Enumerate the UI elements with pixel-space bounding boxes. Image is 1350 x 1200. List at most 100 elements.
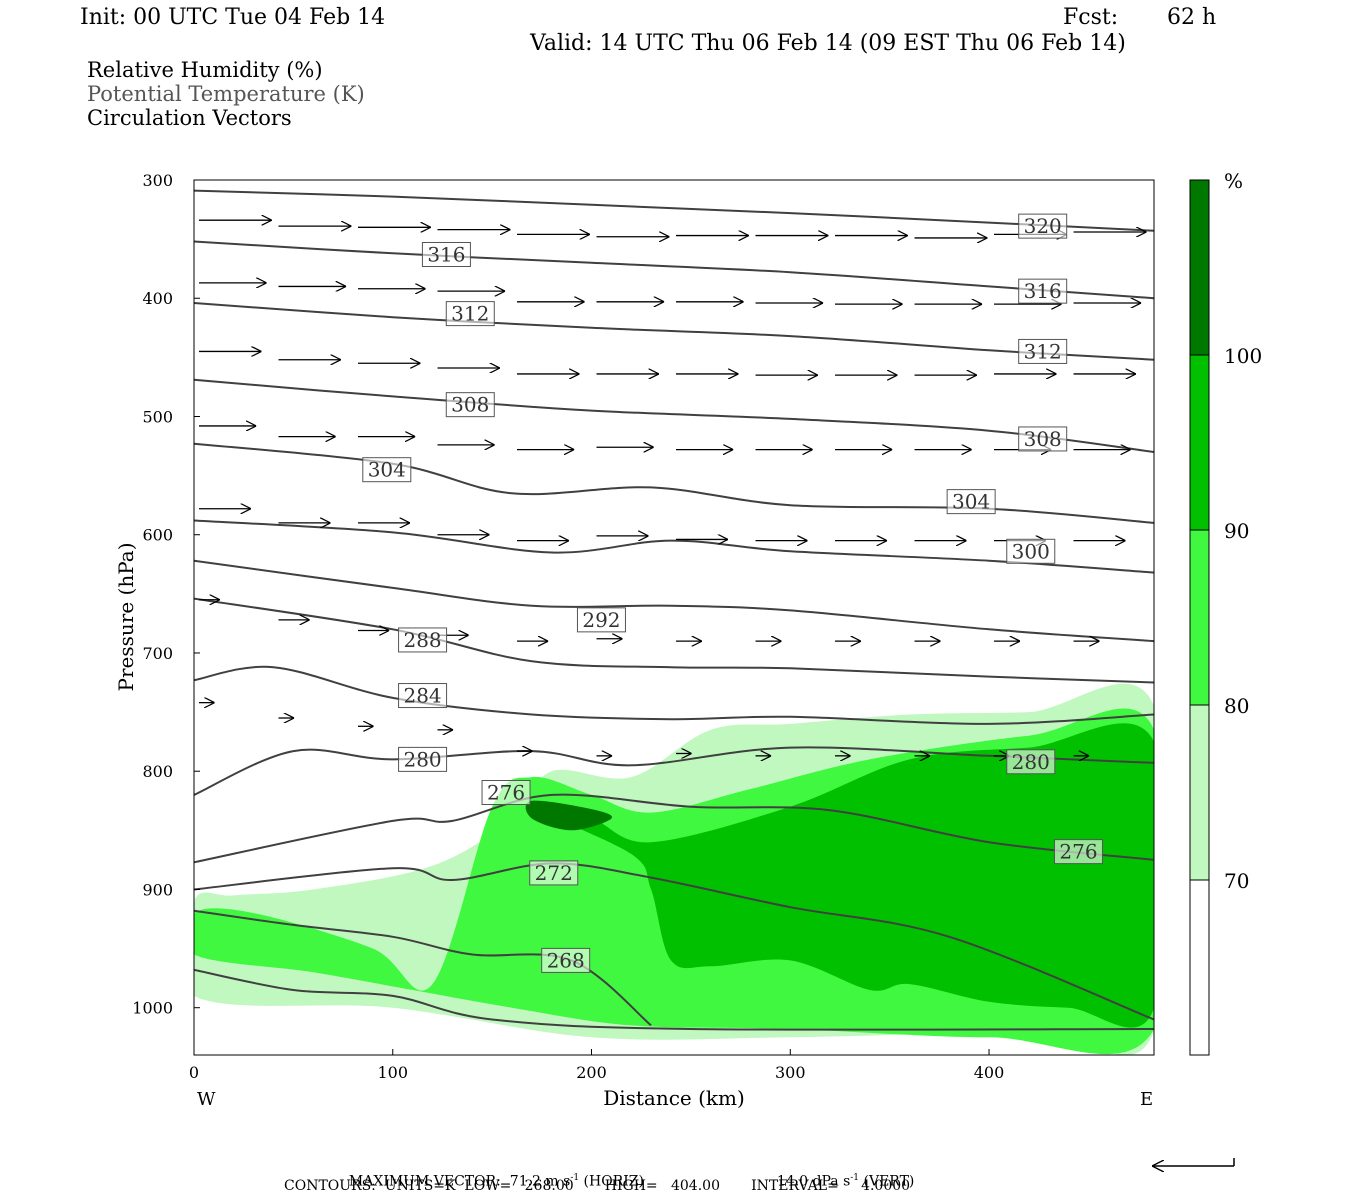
contour-label-text: 316 [1024,279,1062,303]
contour-label-text: 308 [1024,427,1062,451]
contour-label-320: 320 [1018,213,1068,239]
contour-label-box [576,607,626,633]
contour-label-312: 312 [445,301,495,327]
contour-label-272: 272 [529,860,579,886]
west-end-label: W [197,1089,216,1110]
contour-label-308: 308 [445,392,495,418]
contour-label-292: 292 [576,607,626,633]
y-tick-label: 300 [142,171,173,190]
contour-label-box [481,780,531,805]
colorbar-segment [1189,704,1210,881]
contour-label-276: 276 [1053,839,1103,865]
contour-label-box [398,627,448,653]
contour-label-box [445,301,495,327]
rh-region-100 [525,800,613,831]
y-tick-label: 400 [142,289,173,308]
contour-label-text: 320 [1024,214,1062,238]
theta-contour-320 [194,189,1154,232]
contour-label-text: 300 [1012,539,1050,563]
plot-frame [193,179,1155,1056]
contour-label-316: 316 [1018,278,1068,304]
max-vector-horiz-value: MAXIMUM VECTOR: 71.2 m s [348,1173,571,1190]
x-tick-label: 300 [775,1063,806,1082]
x-tick-label: 400 [974,1063,1005,1082]
contour-label-text: 284 [403,684,441,708]
colorbar-level-label: 70 [1224,869,1249,893]
y-tick-label: 800 [142,762,173,781]
valid-time: Valid: 14 UTC Thu 06 Feb 14 (09 EST Thu … [530,31,1126,56]
init-time: Init: 00 UTC Tue 04 Feb 14 [80,5,386,30]
reference-vector [1152,1158,1235,1166]
colorbar-segment [1189,529,1210,706]
contour-label-text: 308 [451,393,489,417]
theta-contour-276 [194,862,1154,1021]
contour-label-text: 288 [403,628,441,652]
theta-contour-300 [194,519,1154,574]
colorbar-segment [1189,879,1210,1056]
contour-label-box [529,860,579,886]
rh-region-90 [531,723,1154,1028]
y-tick-label: 500 [142,407,173,426]
contour-label-276: 276 [481,780,531,805]
contour-label-box [1006,749,1056,775]
y-tick-label: 1000 [132,999,173,1018]
contour-label-box [1006,538,1056,564]
colorbar-level-label: 90 [1224,519,1249,543]
contour-label-text: 280 [403,747,441,771]
contour-label-268: 268 [541,947,591,973]
theta-contour-316 [194,240,1154,300]
contour-label-text: 304 [368,458,406,482]
y-tick-label: 900 [142,880,173,899]
contour-label-text: 268 [547,948,585,972]
contour-label-312: 312 [1018,338,1068,364]
max-vector-vert: 14.0 dPa s-1 (VERT) [768,1160,914,1189]
contour-label-box [946,489,996,515]
theta-contour-284 [194,746,1154,796]
contour-label-304: 304 [946,489,996,515]
contour-label-284: 284 [398,683,448,709]
contour-label-box [398,746,448,772]
x-axis-title: Distance (km) [603,1086,745,1110]
contour-label-text: 312 [451,302,489,326]
contour-label-text: 292 [582,608,620,632]
theta-contour-296 [194,559,1154,643]
colorbar-unit: % [1224,169,1243,193]
x-tick-label: 0 [189,1063,199,1082]
contour-label-box [362,457,412,483]
contour-label-308: 308 [1018,426,1068,452]
contour-label-300: 300 [1006,538,1056,564]
colorbar-segment [1189,354,1210,531]
field-theta-label: Potential Temperature (K) [87,82,365,106]
contour-label-text: 276 [487,781,525,805]
contour-label-box [541,947,591,973]
exp-horiz: -1 [570,1173,580,1183]
contour-label-box [1018,426,1068,452]
contour-label-box [1053,839,1103,865]
field-vectors-label: Circulation Vectors [87,106,292,130]
contour-label-316: 316 [421,241,471,267]
contour-label-text: 280 [1012,750,1050,774]
contour-label-text: 276 [1059,840,1097,864]
contour-label-box [421,241,471,267]
max-vector-line: MAXIMUM VECTOR: 71.2 m s-1 (HORIZ) [340,1160,644,1189]
theta-contour-304 [194,442,1154,524]
contour-info-line: CONTOURS: UNITS=K LOW= 268.00 HIGH= 404.… [284,1178,911,1194]
colorbar-segment [1189,179,1210,356]
contour-label-text: 312 [1024,339,1062,363]
contour-label-288: 288 [398,627,448,653]
contour-label-text: 316 [427,242,465,266]
x-tick-label: 200 [576,1063,607,1082]
y-tick-label: 600 [142,526,173,545]
vert-label: (VERT) [859,1173,915,1190]
field-rh-label: Relative Humidity (%) [87,58,323,82]
contour-label-box [398,683,448,709]
contour-label-box [1018,338,1068,364]
contour-label-box [445,392,495,418]
colorbar-level-label: 100 [1224,344,1262,368]
forecast-hour: 62 h [1167,5,1217,30]
exp-vert: -1 [850,1173,860,1183]
contour-label-280: 280 [398,746,448,772]
theta-contour-280 [194,793,1154,864]
y-axis-title: Pressure (hPa) [114,543,138,692]
